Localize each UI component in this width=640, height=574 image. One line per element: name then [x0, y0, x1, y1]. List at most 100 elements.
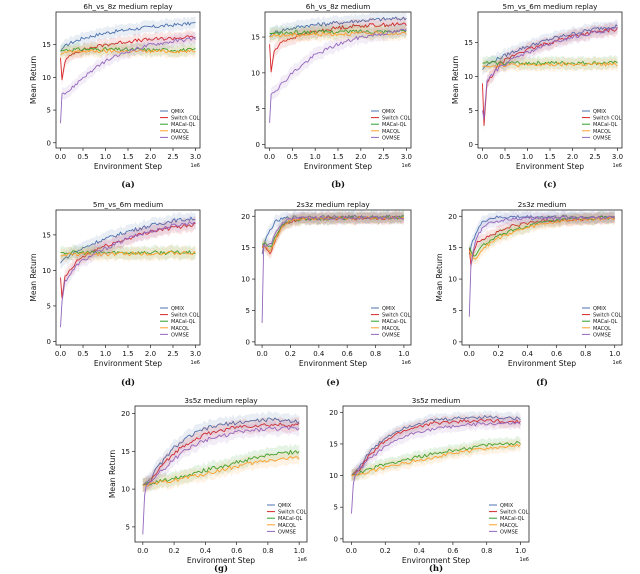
y-tick-label: 10 — [448, 276, 457, 284]
x-tick-label: 0.2 — [380, 547, 391, 555]
x-tick-label: 3.0 — [612, 153, 623, 161]
x-scale-label: 1e6 — [402, 163, 411, 169]
x-tick-label: 1.0 — [609, 350, 620, 358]
y-tick-label: 0 — [469, 141, 473, 149]
chart-panel-7: 3s5z medium replay 0.0 0.2 0.4 0.6 0.8 1.0 5 10 1… — [108, 396, 308, 574]
y-tick-label: 0 — [334, 535, 338, 543]
x-tick-label: 2.0 — [567, 153, 578, 161]
y-tick-label: 15 — [121, 448, 130, 456]
x-tick-label: 1.0 — [294, 547, 305, 555]
legend-label: MACQL — [500, 523, 518, 529]
chart-panel-3: 5m_vs_6m medium replay 0.0 0.5 1.0 1.5 2.0 2.5… — [451, 2, 623, 190]
x-axis-label: Environment Step — [299, 359, 367, 368]
legend-label: MACal-QL — [593, 319, 618, 325]
legend-label: MACal-QL — [171, 319, 196, 325]
series-band-qmix — [60, 16, 196, 58]
series-band-macal-ql — [351, 435, 521, 482]
x-tick-label: 2.5 — [378, 153, 389, 161]
legend-label: MACal-QL — [593, 122, 618, 128]
y-tick-label: 20 — [448, 213, 457, 221]
series-line-macql — [142, 455, 300, 487]
series-line-qmix — [142, 417, 300, 486]
series-band-macql — [351, 438, 521, 482]
y-tick-label: 10 — [42, 74, 51, 82]
chart-panel-2: 6h_vs_8z medium 0.0 0.5 1.0 1.5 2.0 2.5 3.0 0 5 10… — [251, 2, 412, 190]
series-line-qmix — [351, 415, 521, 476]
legend-label: QMIX — [171, 109, 185, 115]
x-tick-label: 2.5 — [167, 350, 178, 358]
legend-label: QMIX — [382, 109, 396, 115]
panel-caption: (g) — [214, 563, 228, 574]
panel-caption: (c) — [543, 179, 556, 190]
x-tick-label: 0.4 — [522, 350, 534, 358]
series-line-ovmse — [142, 426, 300, 535]
series-line-ovmse — [468, 215, 615, 317]
series-band-switch-cql — [262, 210, 404, 260]
series-group — [60, 16, 196, 129]
x-tick-label: 0.5 — [499, 153, 510, 161]
x-scale-label: 1e6 — [520, 557, 529, 563]
series-group — [261, 210, 404, 329]
legend-label: MACQL — [593, 129, 611, 135]
legend-label: OVMSE — [382, 332, 400, 338]
x-tick-label: 0.6 — [342, 350, 354, 358]
x-tick-label: 0.6 — [551, 350, 563, 358]
y-tick-label: 15 — [464, 39, 473, 47]
x-scale-label: 1e6 — [191, 163, 200, 169]
x-tick-label: 1.0 — [100, 153, 111, 161]
series-line-ovmse — [269, 28, 407, 123]
x-tick-label: 1.0 — [100, 350, 111, 358]
y-tick-label: 20 — [329, 409, 338, 417]
series-line-macal-ql — [60, 250, 196, 256]
legend-label: MACQL — [278, 523, 296, 529]
series-line-switch-cql — [269, 22, 407, 73]
x-tick-label: 0.4 — [414, 547, 426, 555]
series-band-macql — [262, 210, 404, 257]
series-band-macal-ql — [142, 443, 300, 493]
series-band-qmix — [60, 210, 196, 270]
legend-label: MACQL — [593, 326, 611, 332]
legend-label: Switch CQL — [382, 313, 411, 319]
chart-title: 6h_vs_8z medium replay — [83, 2, 173, 11]
y-tick-label: 0 — [246, 338, 250, 346]
chart-title: 5m_vs_6m medium — [93, 200, 163, 209]
series-band-ovmse — [351, 416, 521, 520]
x-tick-label: 1.0 — [310, 153, 321, 161]
x-tick-label: 0.5 — [77, 153, 88, 161]
x-tick-label: 0.0 — [477, 153, 488, 161]
x-tick-label: 0.8 — [370, 350, 381, 358]
series-band-ovmse — [60, 31, 196, 129]
y-tick-label: 15 — [448, 244, 457, 252]
legend-label: Switch CQL — [171, 313, 200, 319]
series-line-ovmse — [261, 215, 404, 324]
series-band-macql — [269, 25, 407, 44]
series-band-ovmse — [469, 210, 615, 323]
legend-label: MACQL — [382, 326, 400, 332]
series-band-qmix — [262, 210, 404, 260]
y-tick-label: 5 — [469, 107, 473, 115]
series-band-macal-ql — [469, 210, 615, 262]
legend-label: MACQL — [171, 326, 189, 332]
x-tick-label: 3.0 — [401, 153, 412, 161]
series-line-switch-cql — [60, 35, 196, 81]
legend-label: Switch CQL — [593, 116, 622, 122]
x-tick-label: 0.8 — [481, 547, 492, 555]
series-group — [351, 409, 521, 520]
series-line-macal-ql — [482, 60, 618, 66]
legend-label: QMIX — [593, 109, 607, 115]
y-tick-label: 10 — [329, 472, 338, 480]
y-tick-label: 10 — [42, 267, 51, 275]
series-group — [142, 411, 300, 542]
x-tick-label: 0.8 — [262, 547, 273, 555]
y-tick-label: 20 — [121, 410, 130, 418]
series-group — [269, 12, 407, 130]
legend-label: OVMSE — [171, 332, 189, 338]
x-tick-label: 0.0 — [257, 350, 268, 358]
x-tick-label: 1.0 — [522, 153, 533, 161]
x-axis-label: Environment Step — [94, 162, 162, 171]
legend-label: OVMSE — [593, 135, 611, 141]
series-band-switch-cql — [60, 216, 196, 305]
